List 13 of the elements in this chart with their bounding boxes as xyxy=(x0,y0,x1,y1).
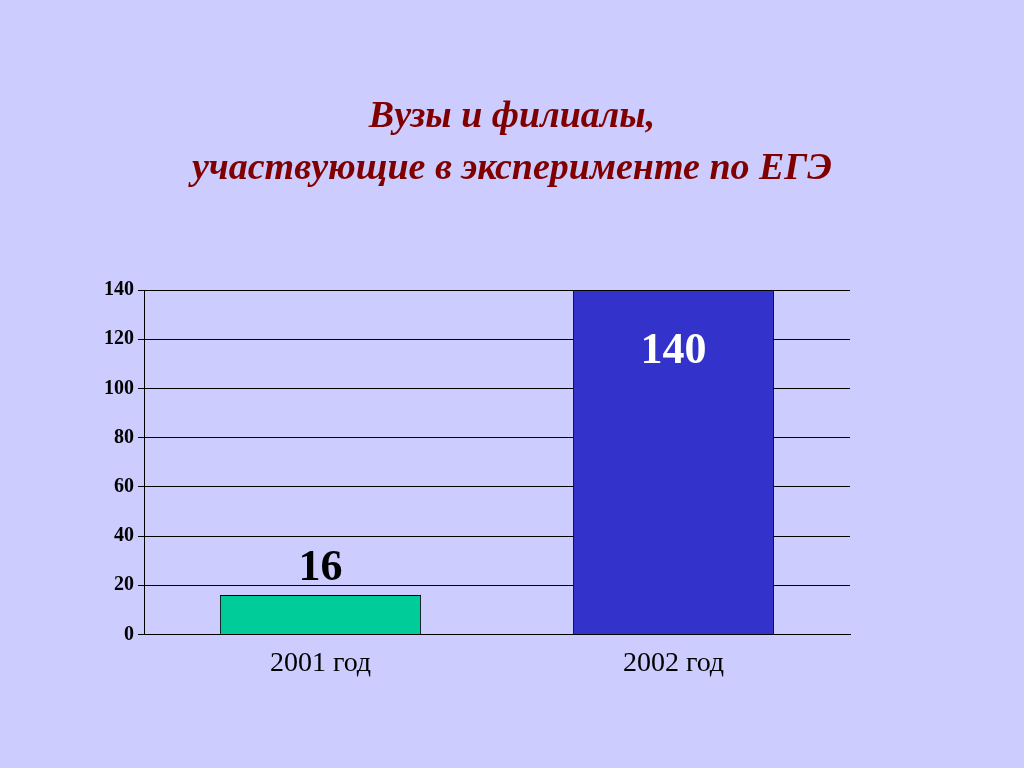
y-tick-label: 120 xyxy=(104,326,134,349)
y-tick-label: 80 xyxy=(114,424,134,447)
x-tick-label: 2002 год xyxy=(622,645,725,677)
y-tick-label: 60 xyxy=(114,473,134,496)
x-tick-label: 2001 год xyxy=(269,645,372,677)
y-tick-label: 20 xyxy=(114,572,134,595)
chart-title: Вузы и филиалы, участвующие в эксперименте по ЕГЭ xyxy=(187,92,834,189)
y-tick-label: 0 xyxy=(124,621,134,644)
y-tick-label: 140 xyxy=(104,277,134,300)
y-tick-label: 100 xyxy=(104,375,134,398)
data-label: 140 xyxy=(640,324,707,374)
data-label: 16 xyxy=(298,541,343,591)
y-tick-label: 40 xyxy=(114,523,134,546)
